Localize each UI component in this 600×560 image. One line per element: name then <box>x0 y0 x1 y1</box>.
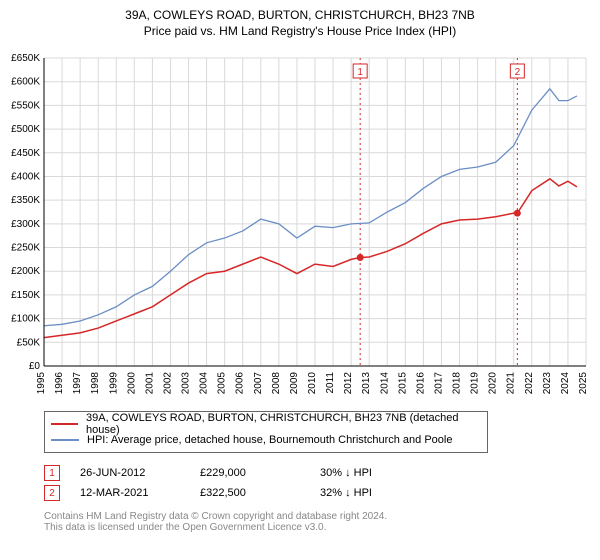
svg-text:2007: 2007 <box>253 372 264 395</box>
marker-delta: 30% ↓ HPI <box>320 467 372 479</box>
svg-text:2022: 2022 <box>524 372 535 395</box>
svg-text:£500K: £500K <box>11 124 40 135</box>
svg-text:£100K: £100K <box>11 314 40 325</box>
svg-text:2012: 2012 <box>343 372 354 395</box>
svg-text:2021: 2021 <box>506 372 517 395</box>
svg-text:2004: 2004 <box>199 372 210 395</box>
svg-text:2011: 2011 <box>325 372 336 394</box>
svg-text:2010: 2010 <box>307 372 318 395</box>
svg-text:1: 1 <box>357 67 363 78</box>
svg-text:2018: 2018 <box>452 372 463 395</box>
legend: 39A, COWLEYS ROAD, BURTON, CHRISTCHURCH,… <box>44 411 488 453</box>
marker-id-box: 1 <box>44 465 60 481</box>
svg-text:2: 2 <box>515 67 521 78</box>
svg-text:£400K: £400K <box>11 171 40 182</box>
legend-swatch <box>51 423 78 425</box>
svg-text:2016: 2016 <box>415 372 426 395</box>
marker-delta: 32% ↓ HPI <box>320 487 372 499</box>
marker-price: £229,000 <box>200 467 290 479</box>
svg-text:£150K: £150K <box>11 290 40 301</box>
marker-date: 26-JUN-2012 <box>80 467 170 479</box>
svg-text:2005: 2005 <box>217 372 228 395</box>
chart-title: 39A, COWLEYS ROAD, BURTON, CHRISTCHURCH,… <box>0 8 600 22</box>
svg-text:2020: 2020 <box>488 372 499 395</box>
footer: Contains HM Land Registry data © Crown c… <box>44 511 600 533</box>
legend-item: 39A, COWLEYS ROAD, BURTON, CHRISTCHURCH,… <box>51 416 481 432</box>
svg-text:2002: 2002 <box>162 372 173 395</box>
marker-row: 2 12-MAR-2021 £322,500 32% ↓ HPI <box>44 483 600 503</box>
svg-text:£200K: £200K <box>11 266 40 277</box>
svg-text:1998: 1998 <box>90 372 101 395</box>
footer-line: This data is licensed under the Open Gov… <box>44 522 600 533</box>
svg-text:£600K: £600K <box>11 77 40 88</box>
svg-text:2019: 2019 <box>470 372 481 395</box>
svg-text:2001: 2001 <box>144 372 155 395</box>
legend-swatch <box>51 439 79 441</box>
chart-area: £0 £50K £100K £150K £200K £250K £300K £350K £400… <box>0 48 600 403</box>
svg-text:1995: 1995 <box>36 372 47 395</box>
svg-text:£550K: £550K <box>11 100 40 111</box>
marker-id-box: 2 <box>44 485 60 501</box>
svg-text:2009: 2009 <box>289 372 300 395</box>
svg-text:2003: 2003 <box>181 372 192 395</box>
marker-date: 12-MAR-2021 <box>80 487 170 499</box>
marker-row: 1 26-JUN-2012 £229,000 30% ↓ HPI <box>44 463 600 483</box>
svg-text:£300K: £300K <box>11 219 40 230</box>
chart-subtitle: Price paid vs. HM Land Registry's House … <box>0 24 600 38</box>
svg-text:2014: 2014 <box>379 372 390 395</box>
marker-table: 1 26-JUN-2012 £229,000 30% ↓ HPI 2 12-MA… <box>44 463 600 503</box>
svg-text:2025: 2025 <box>578 372 589 395</box>
marker-price: £322,500 <box>200 487 290 499</box>
legend-item: HPI: Average price, detached house, Bour… <box>51 432 481 448</box>
svg-text:2015: 2015 <box>397 372 408 395</box>
svg-text:2008: 2008 <box>271 372 282 395</box>
svg-text:£0: £0 <box>29 361 41 372</box>
svg-text:2000: 2000 <box>126 372 137 395</box>
svg-text:2023: 2023 <box>542 372 553 395</box>
svg-text:2017: 2017 <box>433 372 444 395</box>
svg-text:2006: 2006 <box>235 372 246 395</box>
svg-text:1996: 1996 <box>54 372 65 395</box>
footer-line: Contains HM Land Registry data © Crown c… <box>44 511 600 522</box>
svg-text:£350K: £350K <box>11 195 40 206</box>
svg-text:£650K: £650K <box>11 53 40 64</box>
svg-text:£450K: £450K <box>11 148 40 159</box>
legend-label: 39A, COWLEYS ROAD, BURTON, CHRISTCHURCH,… <box>86 412 481 436</box>
line-chart: £0 £50K £100K £150K £200K £250K £300K £350K £400… <box>0 48 600 398</box>
svg-text:1997: 1997 <box>72 372 83 395</box>
legend-label: HPI: Average price, detached house, Bour… <box>87 434 452 446</box>
title-block: 39A, COWLEYS ROAD, BURTON, CHRISTCHURCH,… <box>0 0 600 38</box>
svg-text:£250K: £250K <box>11 243 40 254</box>
svg-text:2024: 2024 <box>560 372 571 395</box>
svg-text:1999: 1999 <box>108 372 119 395</box>
svg-text:2013: 2013 <box>361 372 372 395</box>
svg-text:£50K: £50K <box>17 337 41 348</box>
